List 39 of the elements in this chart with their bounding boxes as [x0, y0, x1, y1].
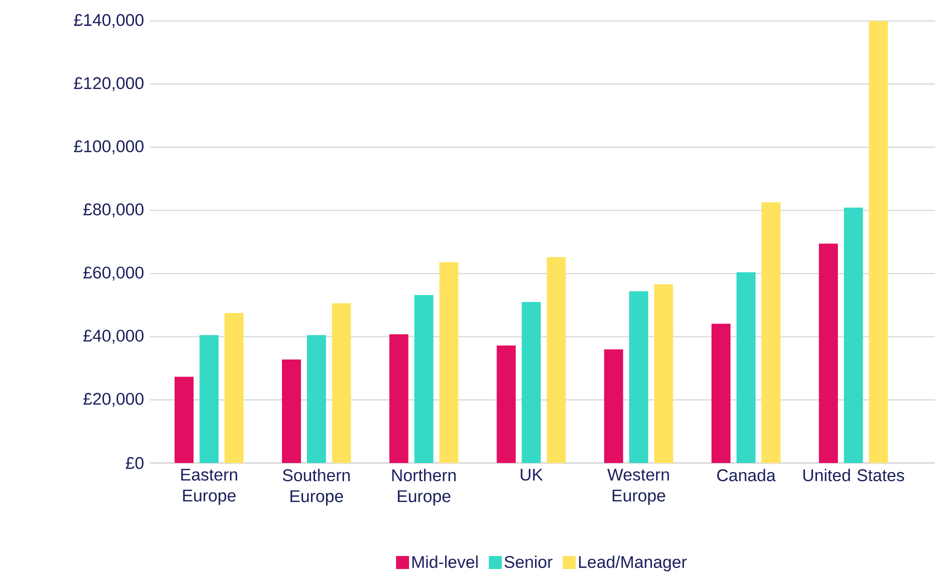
x-tick-label: Eastern Europe: [181, 468, 238, 505]
bar: [712, 324, 731, 463]
x-tick-label: Canada: [717, 468, 776, 482]
bar: [174, 376, 194, 463]
bar: [306, 335, 326, 463]
bar: [522, 302, 541, 463]
y-tick-label: £60,000: [83, 266, 144, 281]
bar: [389, 334, 408, 463]
y-tick-label: £20,000: [83, 392, 144, 407]
bar: [496, 346, 516, 463]
x-tick-label: Southern Europe: [282, 468, 350, 506]
y-tick-label: £120,000: [74, 77, 144, 92]
y-tick-label: £80,000: [83, 203, 144, 218]
x-tick-label: Western Europe: [607, 468, 669, 505]
legend-label: Mid-level: [412, 556, 478, 568]
bar: [604, 349, 624, 463]
bar: [332, 303, 351, 463]
bar: [654, 284, 674, 463]
x-tick-label: UK: [520, 468, 543, 481]
bar: [844, 208, 863, 463]
bar: [200, 335, 219, 463]
legend-label: Lead/Manager: [579, 556, 687, 572]
x-tick-label: United States: [803, 468, 904, 482]
bar: [736, 272, 756, 463]
bar: [282, 359, 301, 463]
x-tick-label: Northern Europe: [392, 468, 456, 506]
bar: [439, 262, 458, 463]
bar: [762, 202, 781, 463]
bar: [868, 20, 888, 463]
bar: [546, 257, 566, 463]
bar: [629, 291, 648, 463]
bar: [818, 244, 838, 463]
bar: [414, 295, 434, 463]
y-tick-label: £40,000: [83, 330, 144, 344]
legend-label: Senior: [504, 556, 552, 568]
y-tick-label: £100,000: [74, 140, 144, 154]
bar: [224, 313, 244, 463]
y-tick-label: £140,000: [74, 14, 144, 28]
y-tick-label: £0: [126, 457, 144, 469]
